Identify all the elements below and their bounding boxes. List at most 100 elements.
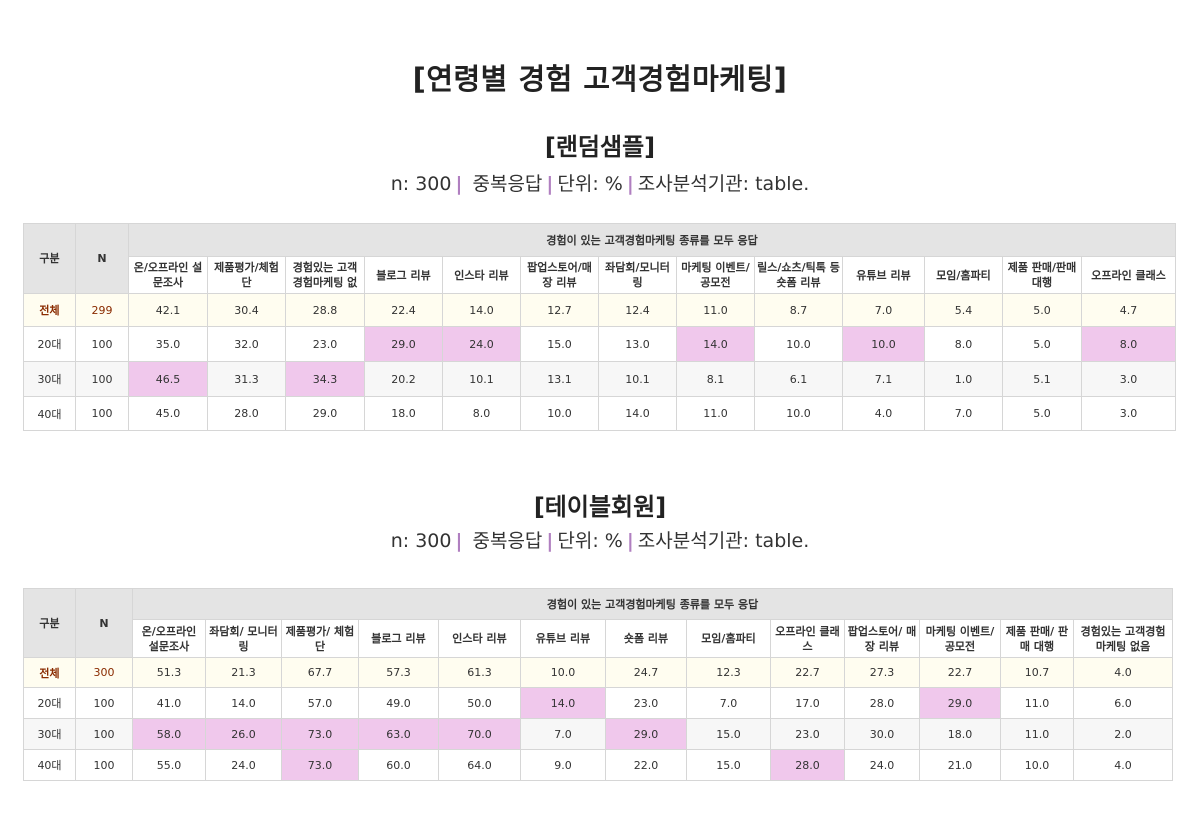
row-n-value: 100 — [75, 396, 129, 431]
table-row: 20대 100 41.0 14.0 57.0 49.0 50.0 14.0 23.0 7.0 17.… — [23, 687, 1174, 719]
table-cell: 10.0 — [520, 396, 599, 431]
row-n-value: 100 — [75, 749, 133, 781]
table-cell: 7.0 — [520, 718, 606, 750]
column-header: 온/오프라인 설문조사 — [128, 256, 208, 294]
column-header: 유튜브 리뷰 — [520, 619, 606, 658]
row-n-value: 100 — [75, 326, 129, 362]
table-cell: 73.0 — [281, 749, 359, 781]
table-cell: 24.7 — [605, 657, 687, 688]
data-table-random-sample: 구분 N 경험이 있는 고객경험마케팅 종류를 모두 응답 온/오프라인 설문조… — [23, 223, 1177, 431]
table-cell: 30.0 — [844, 718, 920, 750]
row-n-value: 299 — [75, 293, 129, 327]
header-n: N — [75, 223, 129, 294]
table-cell: 21.3 — [205, 657, 282, 688]
section-meta-table-members: n: 300 | 중복응답 | 단위: % | 조사분석기관: table. — [0, 526, 1200, 553]
table-cell: 67.7 — [281, 657, 359, 688]
meta-agency: 조사분석기관: table. — [637, 530, 810, 552]
table-cell: 10.0 — [754, 326, 843, 362]
meta-separator: | — [455, 173, 463, 195]
table-cell: 12.3 — [686, 657, 771, 688]
table-cell: 22.4 — [364, 293, 443, 327]
meta-separator: | — [455, 530, 463, 552]
table-cell: 9.0 — [520, 749, 606, 781]
table-cell: 24.0 — [442, 326, 521, 362]
table-cell: 8.7 — [754, 293, 843, 327]
table-cell: 17.0 — [770, 687, 845, 719]
table-cell: 14.0 — [598, 396, 677, 431]
column-header: 인스타 리뷰 — [438, 619, 521, 658]
section-title-table-members: [테이블회원] — [533, 493, 667, 521]
table-cell: 45.0 — [128, 396, 208, 431]
header-n: N — [75, 588, 133, 658]
column-header: 제품평가/체험단 — [207, 256, 286, 294]
table-cell: 27.3 — [844, 657, 920, 688]
table-cell: 14.0 — [442, 293, 521, 327]
page-title: [연령별 경험 고객경험마케팅] — [412, 62, 788, 96]
row-label: 30대 — [23, 361, 76, 397]
row-label: 30대 — [23, 718, 76, 750]
table-cell: 22.7 — [770, 657, 845, 688]
table-cell: 41.0 — [132, 687, 206, 719]
table-cell: 13.0 — [598, 326, 677, 362]
table-cell: 21.0 — [919, 749, 1001, 781]
table-cell: 29.0 — [919, 687, 1001, 719]
table-cell: 58.0 — [132, 718, 206, 750]
table-cell: 3.0 — [1080, 396, 1177, 431]
table-cell: 8.1 — [676, 361, 755, 397]
row-n-value: 100 — [75, 687, 133, 719]
table-cell: 49.0 — [358, 687, 439, 719]
table-cell: 5.4 — [924, 293, 1003, 327]
table-cell: 29.0 — [364, 326, 443, 362]
column-header: 블로그 리뷰 — [364, 256, 443, 294]
column-header: 모임/홈파티 — [924, 256, 1003, 294]
row-label: 전체 — [23, 293, 76, 327]
row-label: 40대 — [23, 749, 76, 781]
table-cell: 24.0 — [844, 749, 920, 781]
table-row: 20대 100 35.0 32.0 23.0 29.0 24.0 15.0 13.0 14.0 10… — [23, 326, 1177, 362]
section-meta-random-sample: n: 300 | 중복응답 | 단위: % | 조사분석기관: table. — [0, 169, 1200, 196]
column-header: 블로그 리뷰 — [358, 619, 439, 658]
meta-separator: | — [546, 530, 554, 552]
table-row: 30대 100 58.0 26.0 73.0 63.0 70.0 7.0 29.0 15.0 23.… — [23, 718, 1174, 750]
table-row: 전체 299 42.1 30.4 28.8 22.4 14.0 12.7 12.4 11.0 8.7… — [23, 293, 1177, 327]
table-cell: 11.0 — [1000, 718, 1074, 750]
column-header: 릴스/쇼츠/틱톡 등 숏폼 리뷰 — [754, 256, 843, 294]
table-cell: 35.0 — [128, 326, 208, 362]
table-cell: 15.0 — [686, 749, 771, 781]
table-cell: 23.0 — [605, 687, 687, 719]
meta-separator: | — [626, 173, 634, 195]
table-cell: 1.0 — [924, 361, 1003, 397]
column-header: 오프라인 클래스 — [770, 619, 845, 658]
column-header: 온/오프라인 설문조사 — [132, 619, 206, 658]
table-row: 30대 100 46.5 31.3 34.3 20.2 10.1 13.1 10.1 8.1 6.1… — [23, 361, 1177, 397]
table-cell: 8.0 — [442, 396, 521, 431]
table-cell: 61.3 — [438, 657, 521, 688]
table-cell: 22.0 — [605, 749, 687, 781]
header-group-label: 경험이 있는 고객경험마케팅 종류를 모두 응답 — [127, 223, 1177, 257]
table-cell: 28.8 — [285, 293, 365, 327]
table-cell: 5.0 — [1002, 326, 1082, 362]
table-cell: 11.0 — [676, 396, 755, 431]
table-cell: 8.0 — [924, 326, 1003, 362]
table-cell: 22.7 — [919, 657, 1001, 688]
table-cell: 11.0 — [676, 293, 755, 327]
table-cell: 18.0 — [919, 718, 1001, 750]
meta-separator: | — [626, 530, 634, 552]
table-cell: 13.1 — [520, 361, 599, 397]
table-cell: 57.3 — [358, 657, 439, 688]
table-cell: 42.1 — [128, 293, 208, 327]
table-cell: 4.0 — [1072, 657, 1174, 688]
table-cell: 7.0 — [842, 293, 925, 327]
table-cell: 20.2 — [364, 361, 443, 397]
column-header: 제품 판매/판매 대행 — [1002, 256, 1082, 294]
table-cell: 10.0 — [754, 396, 843, 431]
column-header: 팝업스토어/ 매장 리뷰 — [844, 619, 920, 658]
table-cell: 34.3 — [285, 361, 365, 397]
column-header: 마케팅 이벤트/ 공모전 — [919, 619, 1001, 658]
table-cell: 10.0 — [1000, 749, 1074, 781]
table-cell: 57.0 — [281, 687, 359, 719]
table-cell: 60.0 — [358, 749, 439, 781]
table-cell: 7.0 — [686, 687, 771, 719]
table-cell: 70.0 — [438, 718, 521, 750]
table-cell: 10.0 — [842, 326, 925, 362]
